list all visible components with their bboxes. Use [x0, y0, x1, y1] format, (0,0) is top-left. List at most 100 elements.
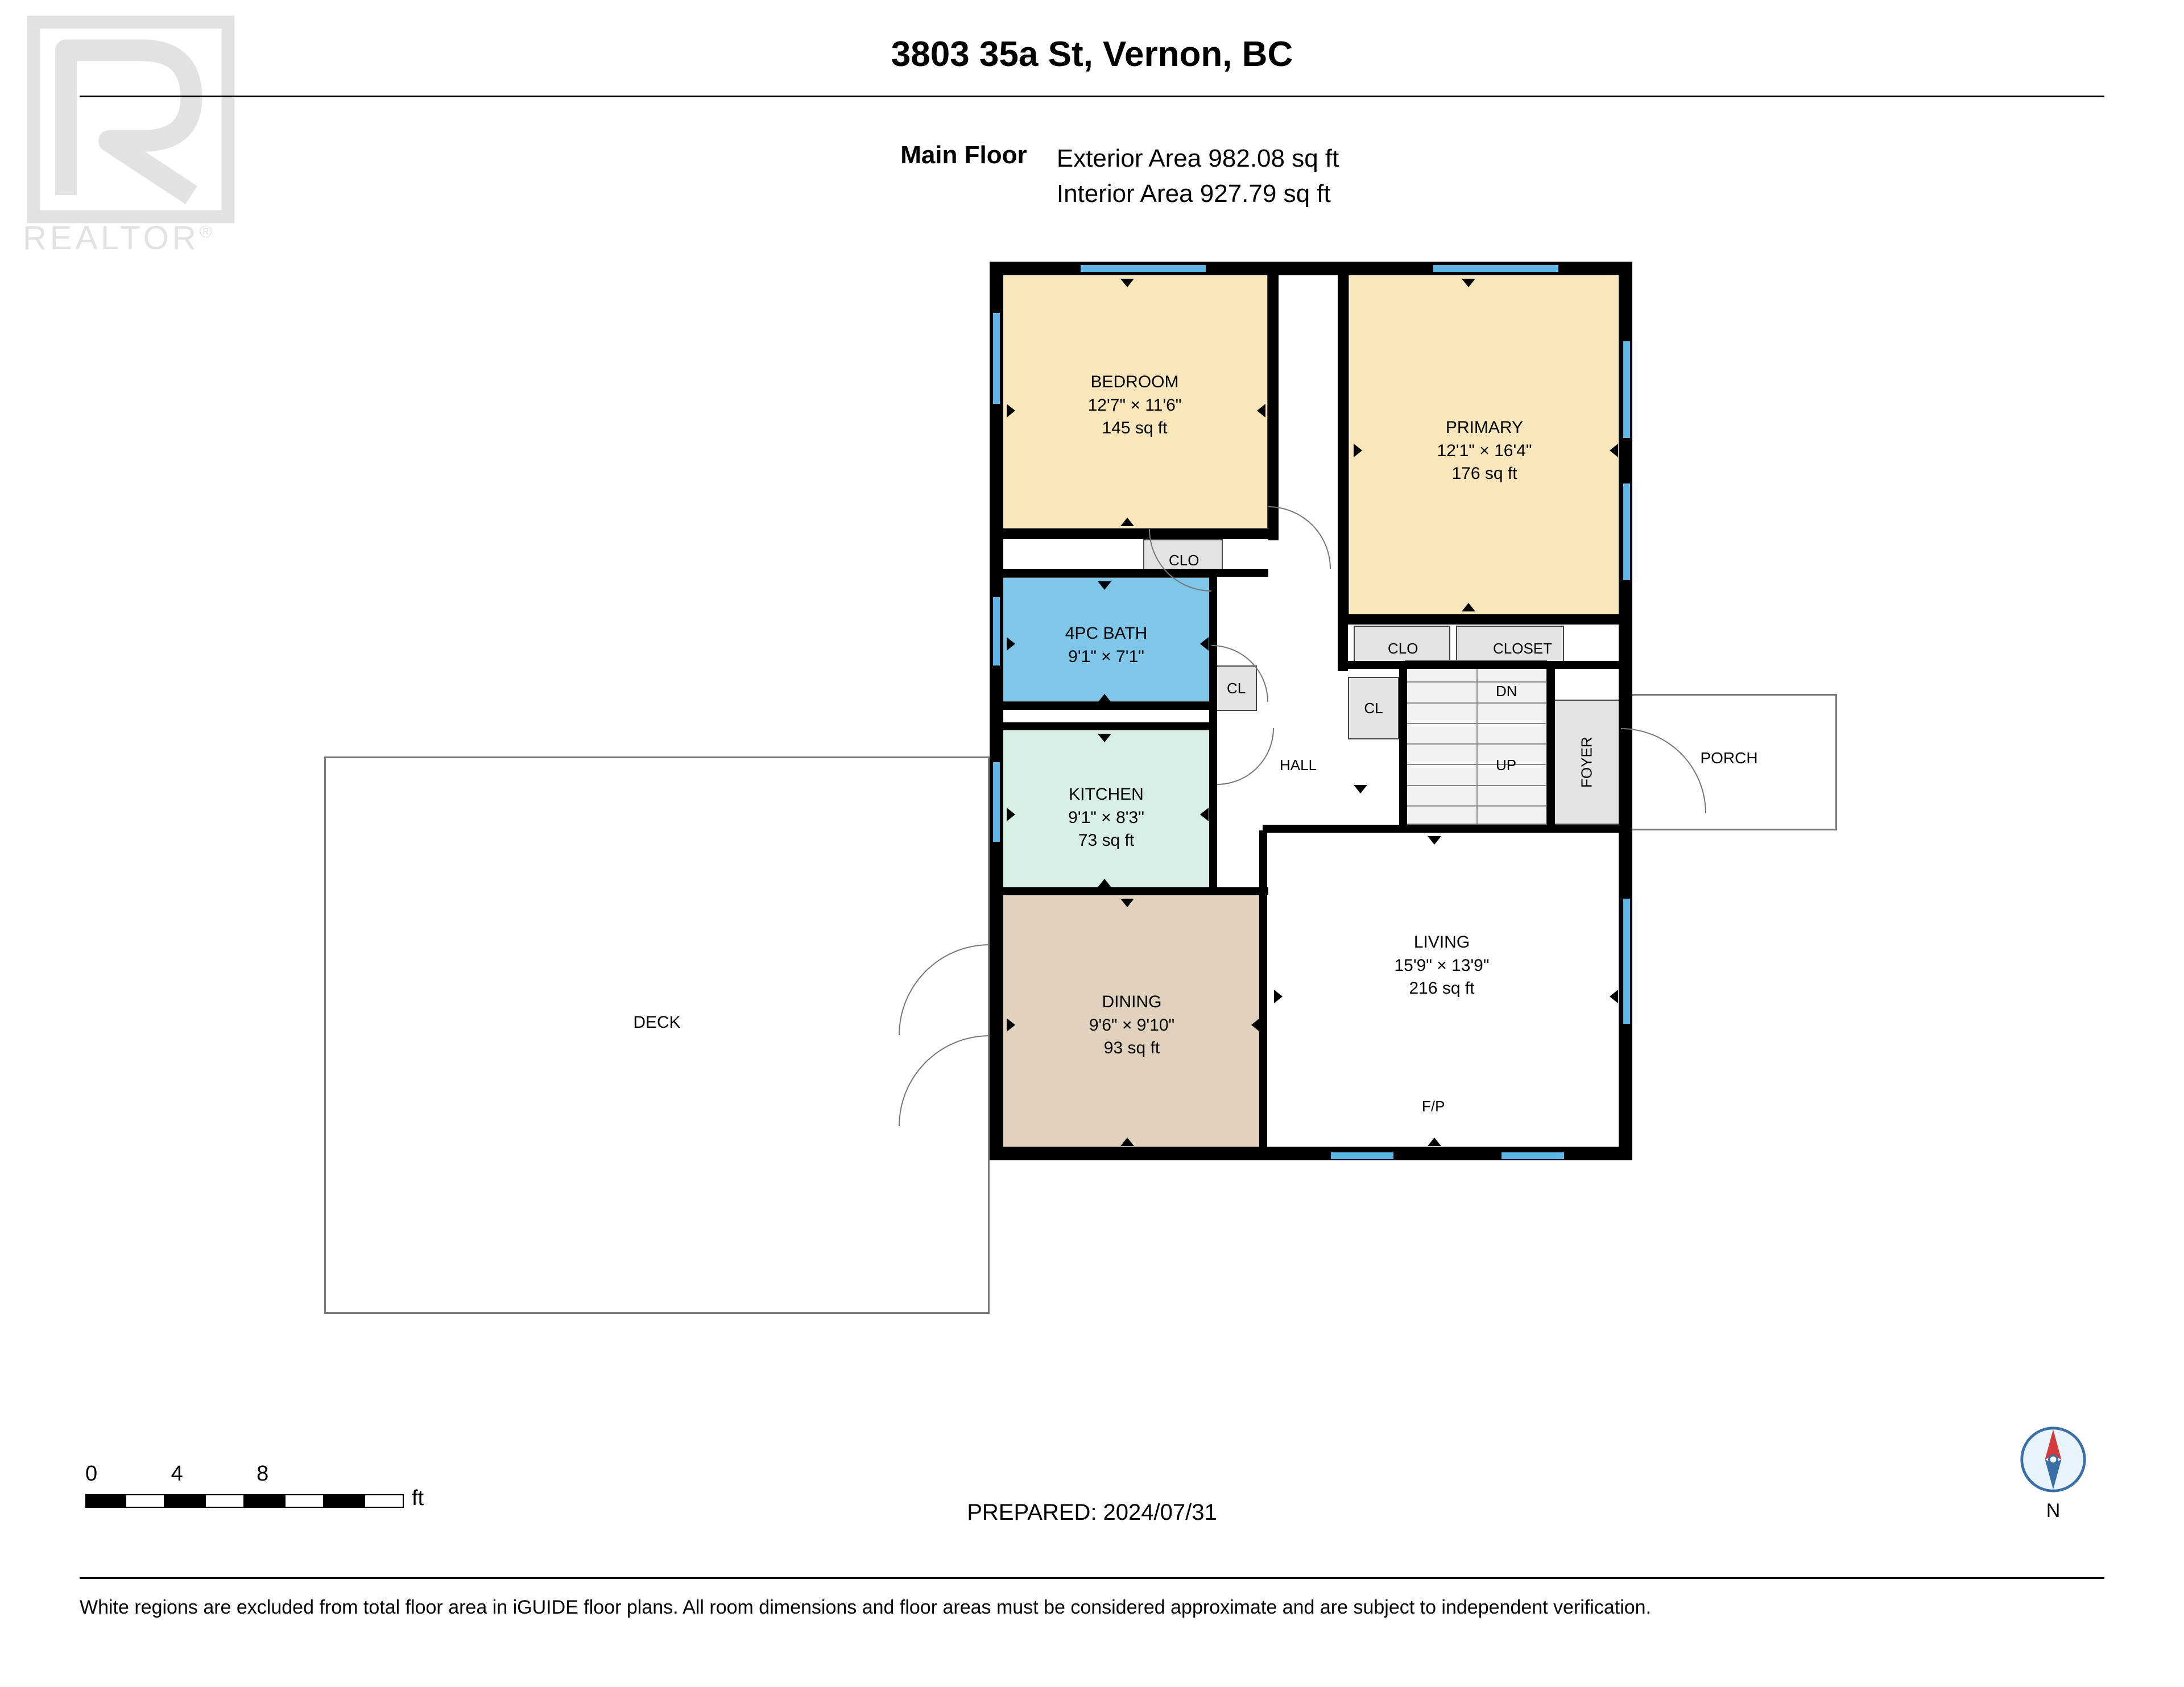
bedroom-label: BEDROOM 12'7" × 11'6" 145 sq ft [1002, 371, 1267, 440]
wall-segment [1348, 614, 1621, 625]
door-swing [1217, 728, 1274, 785]
deck-label: DECK [326, 1013, 988, 1032]
door-swing [1268, 506, 1331, 569]
primary-name: PRIMARY [1349, 416, 1620, 440]
header-rule [80, 96, 2104, 97]
window-segment [993, 597, 1000, 665]
window-segment [1081, 265, 1206, 272]
direction-arrow [1257, 404, 1265, 417]
direction-arrow [1007, 1018, 1015, 1032]
wall-segment [1001, 529, 1279, 539]
wall-segment [1001, 569, 1268, 577]
hallcl-label: CL [1349, 700, 1398, 717]
room-primary: PRIMARY 12'1" × 16'4" 176 sq ft [1348, 273, 1621, 620]
foyer-label: FOYER [1554, 701, 1620, 824]
direction-arrow [1098, 879, 1111, 887]
page-title: 3803 35a St, Vernon, BC [0, 34, 2184, 75]
direction-arrow [1120, 279, 1134, 287]
window-segment [993, 313, 1000, 404]
direction-arrow [1274, 990, 1283, 1003]
dining-label: DINING 9'6" × 9'10" 93 sq ft [1002, 991, 1261, 1060]
kitchen-name: KITCHEN [1002, 783, 1210, 807]
dining-dim: 9'6" × 9'10" [1002, 1014, 1261, 1037]
bath-label: 4PC BATH 9'1" × 7'1" [1002, 622, 1210, 668]
door-swing [1211, 645, 1268, 702]
direction-arrow [1120, 1138, 1134, 1146]
wall-segment [1348, 661, 1627, 669]
deck-outline: DECK [324, 756, 990, 1314]
scale-0: 0 [85, 1462, 165, 1486]
stairs [1405, 660, 1547, 825]
direction-arrow [1428, 836, 1441, 845]
room-bath: 4PC BATH 9'1" × 7'1" [1001, 577, 1211, 702]
floor-label: Main Floor [845, 141, 1027, 169]
scale-2: 8 [257, 1462, 336, 1486]
interior-area: Interior Area 927.79 sq ft [1057, 180, 1331, 208]
direction-arrow [1462, 603, 1475, 611]
bath-dim: 9'1" × 7'1" [1002, 646, 1210, 669]
living-name: LIVING [1264, 931, 1620, 954]
wall-segment [1547, 661, 1555, 826]
window-segment [1623, 899, 1630, 1024]
direction-arrow [1120, 518, 1134, 526]
direction-arrow [1007, 637, 1015, 651]
direction-arrow [1610, 990, 1618, 1003]
wall-segment [1268, 273, 1279, 540]
mini-label-fp: F/P [1422, 1098, 1445, 1115]
kitchen-dim: 9'1" × 8'3" [1002, 807, 1210, 830]
bedroom-dim: 12'7" × 11'6" [1002, 394, 1267, 417]
exterior-area: Exterior Area 982.08 sq ft [1057, 144, 1339, 172]
dining-area: 93 sq ft [1002, 1037, 1261, 1060]
window-segment [1623, 483, 1630, 580]
direction-arrow [1462, 279, 1475, 287]
wall-segment [1001, 887, 1268, 895]
mini-label-clo_p2: CLOSET [1493, 640, 1552, 658]
kitchen-label: KITCHEN 9'1" × 8'3" 73 sq ft [1002, 783, 1210, 853]
living-area: 216 sq ft [1264, 977, 1620, 1000]
room-hall-closet: CL [1348, 677, 1399, 739]
direction-arrow [1354, 785, 1367, 793]
watermark-text: REALTOR [23, 220, 200, 257]
window-segment [1502, 1152, 1564, 1159]
floor-plan: DECK PORCH BEDROOM 12'7" × 11'6" 145 sq … [324, 262, 1860, 1342]
wall-segment [1001, 702, 1217, 710]
living-label: LIVING 15'9" × 13'9" 216 sq ft [1264, 931, 1620, 1000]
mini-label-hall: HALL [1280, 756, 1317, 774]
wall-segment [1338, 273, 1348, 671]
living-dim: 15'9" × 13'9" [1264, 954, 1620, 978]
watermark-suffix: ® [200, 223, 216, 242]
floorplan-container: REALTOR® 3803 35a St, Vernon, BC Main Fl… [0, 0, 2184, 1687]
room-bedroom: BEDROOM 12'7" × 11'6" 145 sq ft [1001, 273, 1268, 529]
mini-label-clo_p1: CLO [1388, 640, 1418, 658]
primary-area: 176 sq ft [1349, 462, 1620, 486]
window-segment [1331, 1152, 1393, 1159]
direction-arrow [1428, 1138, 1441, 1146]
prepared-date: PREPARED: 2024/07/31 [0, 1500, 2184, 1525]
room-foyer: FOYER [1553, 700, 1621, 825]
compass-icon [2019, 1425, 2087, 1494]
direction-arrow [1251, 1018, 1260, 1032]
window-segment [993, 762, 1000, 842]
dining-name: DINING [1002, 991, 1261, 1014]
footer-rule [80, 1577, 2104, 1579]
mini-label-dn: DN [1496, 683, 1517, 700]
bath-name: 4PC BATH [1002, 622, 1210, 646]
bedroom-area: 145 sq ft [1002, 417, 1267, 440]
mini-label-up: UP [1496, 756, 1516, 774]
direction-arrow [1007, 808, 1015, 821]
wall-segment [1263, 825, 1627, 833]
bedroom-name: BEDROOM [1002, 371, 1267, 394]
direction-arrow [1354, 444, 1362, 457]
wall-segment [1399, 661, 1407, 826]
direction-arrow [1610, 444, 1618, 457]
primary-label: PRIMARY 12'1" × 16'4" 176 sq ft [1349, 416, 1620, 486]
window-segment [1433, 265, 1558, 272]
room-kitchen: KITCHEN 9'1" × 8'3" 73 sq ft [1001, 728, 1211, 893]
direction-arrow [1098, 694, 1111, 702]
wall-segment [1001, 722, 1217, 730]
direction-arrow [1007, 404, 1015, 417]
primary-dim: 12'1" × 16'4" [1349, 440, 1620, 463]
disclaimer: White regions are excluded from total fl… [80, 1597, 2104, 1619]
wall-segment [1259, 830, 1267, 1149]
direction-arrow [1200, 808, 1209, 821]
